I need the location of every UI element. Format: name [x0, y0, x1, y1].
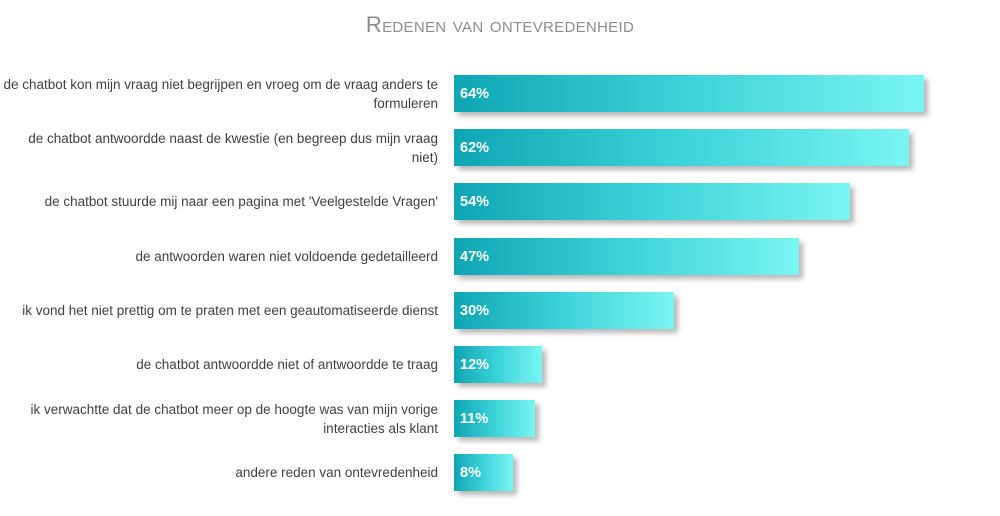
category-label: de antwoorden waren niet voldoende gedet…: [135, 249, 438, 264]
bar-value-label: 47%: [460, 249, 490, 265]
bar: [454, 129, 909, 166]
bar-value-label: 54%: [460, 194, 490, 210]
category-label: de chatbot stuurde mij naar een pagina m…: [44, 194, 438, 209]
bar: [454, 454, 513, 491]
bar: [454, 346, 542, 383]
bar-value-label: 11%: [460, 411, 489, 427]
category-label: andere reden van ontevredenheid: [235, 465, 438, 480]
bar: [454, 400, 535, 437]
bar: [454, 238, 799, 275]
bar-value-label: 62%: [460, 140, 490, 156]
category-label: de chatbot antwoordde niet of antwoordde…: [136, 357, 438, 372]
bar-value-label: 30%: [460, 303, 490, 319]
category-label: de chatbot antwoordde naast de kwestie (…: [28, 130, 438, 165]
category-label: de chatbot kon mijn vraag niet begrijpen…: [3, 76, 438, 111]
chart-title: Redenen van ontevredenheid: [365, 12, 635, 37]
bar-value-label: 64%: [460, 86, 490, 102]
bar: [454, 292, 674, 329]
bar: [454, 183, 850, 220]
category-label: ik vond het niet prettig om te praten me…: [22, 303, 438, 318]
bar-value-label: 12%: [460, 357, 490, 373]
bar-value-label: 8%: [460, 465, 481, 481]
bar: [454, 75, 924, 112]
category-label: ik verwachtte dat de chatbot meer op de …: [30, 401, 438, 436]
